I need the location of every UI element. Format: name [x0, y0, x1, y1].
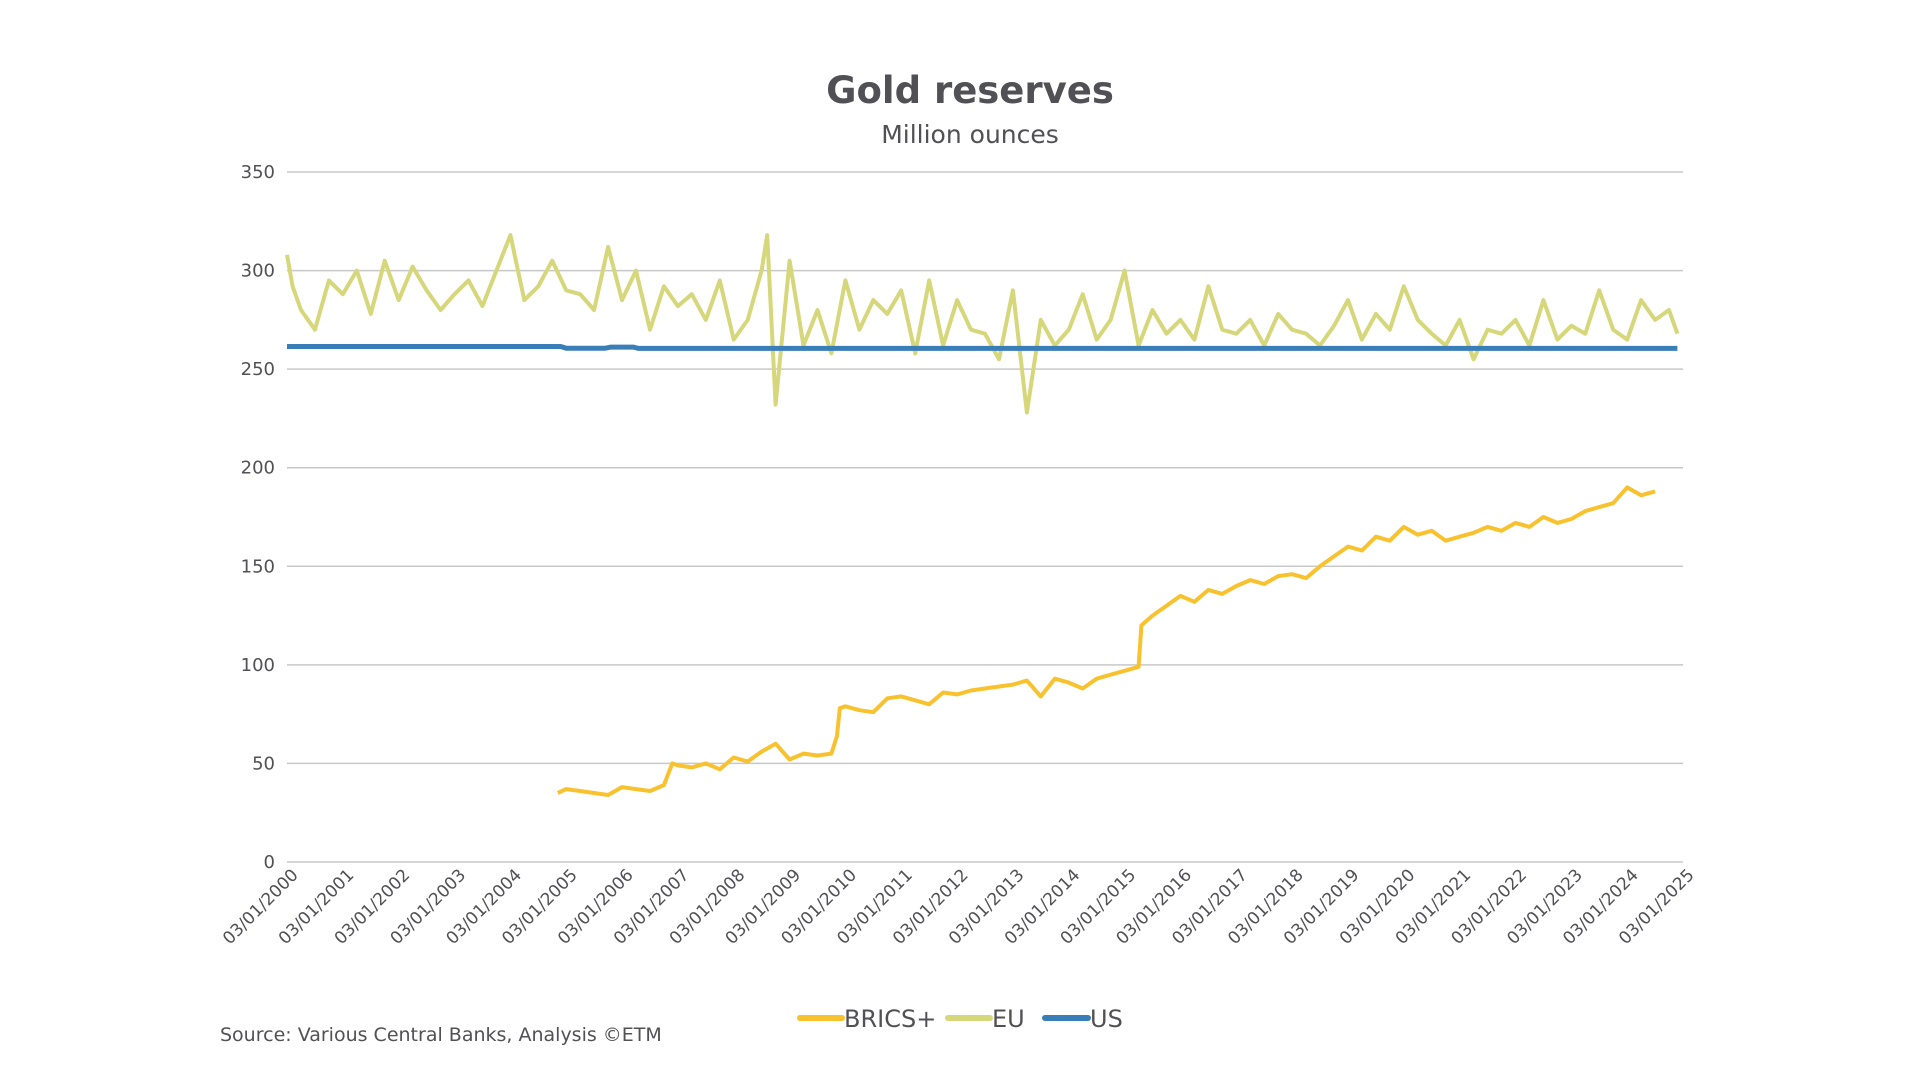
legend-label-us: US [1090, 1005, 1123, 1033]
y-tick-label: 0 [264, 852, 275, 873]
y-tick-label: 350 [241, 162, 275, 183]
series-line-eu [285, 233, 1680, 415]
y-tick-label: 200 [241, 458, 275, 479]
series-line-us [287, 344, 1678, 351]
legend: BRICS+ EU US [797, 1005, 1123, 1033]
source-note: Source: Various Central Banks, Analysis … [220, 1024, 662, 1046]
series-lines [285, 233, 1680, 797]
y-tick-label: 150 [241, 556, 275, 577]
series-line-brics [556, 485, 1656, 797]
chart-title: Gold reserves [826, 69, 1114, 112]
x-axis-ticks: 03/01/200003/01/200103/01/200203/01/2003… [219, 865, 1698, 948]
y-tick-label: 300 [241, 261, 275, 282]
legend-label-eu: EU [992, 1005, 1025, 1033]
y-axis-ticks: 0 50 100 150 200 250 300 350 [241, 162, 275, 873]
chart-subtitle: Million ounces [881, 120, 1059, 149]
y-tick-label: 250 [241, 359, 275, 380]
y-tick-label: 100 [241, 655, 275, 676]
legend-label-brics: BRICS+ [844, 1005, 936, 1033]
y-tick-label: 50 [252, 753, 275, 774]
